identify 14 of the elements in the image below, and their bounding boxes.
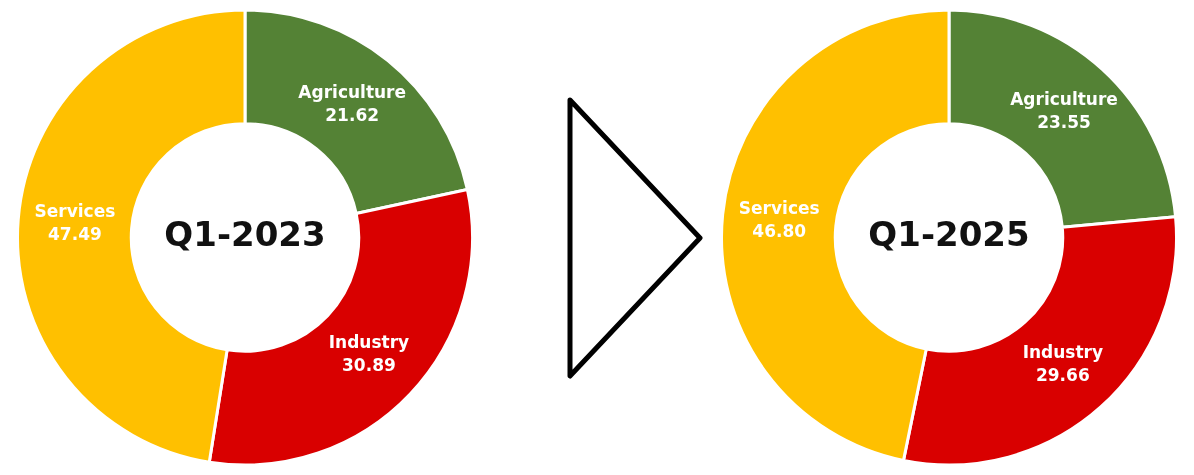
slice-label: Agriculture [298,82,407,103]
slice-label: Services [738,197,820,218]
slice-label: Agriculture [1010,88,1118,109]
data-label: 21.62 [325,105,380,126]
slice-label: Industry [328,332,410,353]
text: Q1-2025 [868,214,1030,255]
slice-label: Industry [1022,342,1104,363]
text: Q1-2023 [164,214,326,255]
data-label: 30.89 [342,355,396,376]
data-label: 29.66 [1035,365,1090,386]
data-label: 47.49 [48,224,102,245]
data-label: 46.80 [752,220,807,241]
data-label: 23.55 [1037,111,1091,132]
slice-label: Services [34,201,116,222]
